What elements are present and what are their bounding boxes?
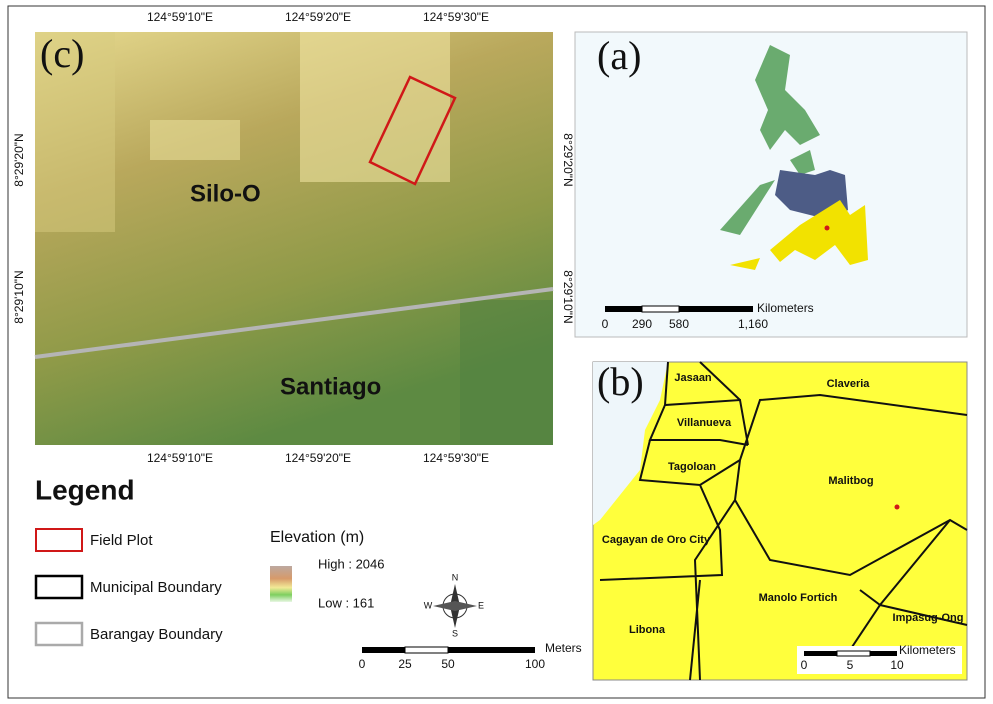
place-label: Impasug-Ong xyxy=(893,612,964,624)
right-tick-label: 8°29'10"N xyxy=(561,270,575,323)
scale-segment xyxy=(804,651,837,656)
left-tick-label: 8°29'20"N xyxy=(12,133,26,186)
scale-segment xyxy=(448,647,535,653)
site-marker xyxy=(895,505,900,510)
place-label: Libona xyxy=(629,624,666,636)
scale-segment xyxy=(405,647,448,653)
elevation-high: High : 2046 xyxy=(318,556,385,571)
page: (c) Silo-O Santiago 124°59'10"E 124°59'2… xyxy=(0,0,993,704)
compass-label: E xyxy=(478,600,484,610)
legend-item: Barangay Boundary xyxy=(90,626,223,643)
bottom-tick-label: 124°59'10"E xyxy=(147,451,213,465)
scale-unit: Meters xyxy=(545,641,582,655)
scale-tick: 580 xyxy=(669,317,689,331)
elevation-low: Low : 161 xyxy=(318,595,374,610)
scale-unit: Kilometers xyxy=(899,643,956,657)
scale-tick: 25 xyxy=(398,657,412,671)
legend-item: Municipal Boundary xyxy=(90,579,222,596)
scale-segment xyxy=(642,306,679,312)
bottom-tick-label: 124°59'20"E xyxy=(285,451,351,465)
scale-tick: 0 xyxy=(359,657,366,671)
scale-tick: 10 xyxy=(890,658,904,672)
scale-segment xyxy=(605,306,642,312)
legend-title: Legend xyxy=(35,474,135,505)
place-label: Claveria xyxy=(827,378,871,390)
place-label: Silo-O xyxy=(190,180,261,207)
top-tick-label: 124°59'20"E xyxy=(285,10,351,24)
scale-tick: 290 xyxy=(632,317,652,331)
legend-swatch xyxy=(36,576,82,598)
site-marker xyxy=(825,226,830,231)
scale-tick: 0 xyxy=(602,317,609,331)
scale-tick: 0 xyxy=(801,658,808,672)
place-label: Tagoloan xyxy=(668,461,716,473)
compass-label: W xyxy=(424,600,433,610)
top-tick-label: 124°59'10"E xyxy=(147,10,213,24)
place-label: Cagayan de Oro City xyxy=(602,534,711,546)
scale-tick: 50 xyxy=(441,657,455,671)
scale-segment xyxy=(679,306,753,312)
elevation-title: Elevation (m) xyxy=(270,529,364,546)
scale-tick: 1,160 xyxy=(738,317,768,331)
terrain-patch xyxy=(460,300,553,445)
figure: (c) Silo-O Santiago 124°59'10"E 124°59'2… xyxy=(0,0,993,704)
place-label: Santiago xyxy=(280,373,381,400)
scale-segment xyxy=(870,651,897,656)
scale-tick: 100 xyxy=(525,657,545,671)
scale-segment xyxy=(362,647,405,653)
legend-item: Field Plot xyxy=(90,532,153,549)
left-tick-label: 8°29'10"N xyxy=(12,270,26,323)
compass-label: N xyxy=(452,572,459,582)
compass-label: S xyxy=(452,628,458,638)
top-tick-label: 124°59'30"E xyxy=(423,10,489,24)
bottom-tick-label: 124°59'30"E xyxy=(423,451,489,465)
legend-swatch xyxy=(36,623,82,645)
panel-label: (b) xyxy=(597,359,644,404)
legend-swatch xyxy=(36,529,82,551)
scale-tick: 5 xyxy=(847,658,854,672)
panel-label: (a) xyxy=(597,33,641,78)
scale-unit: Kilometers xyxy=(757,301,814,315)
place-label: Villanueva xyxy=(677,417,732,429)
scale-segment xyxy=(837,651,870,656)
compass xyxy=(433,584,477,628)
elevation-ramp xyxy=(270,566,292,602)
place-label: Malitbog xyxy=(828,475,873,487)
place-label: Manolo Fortich xyxy=(759,592,838,604)
panel-label: (c) xyxy=(40,31,84,76)
terrain-patch xyxy=(150,120,240,160)
place-label: Jasaan xyxy=(674,372,712,384)
right-tick-label: 8°29'20"N xyxy=(561,133,575,186)
